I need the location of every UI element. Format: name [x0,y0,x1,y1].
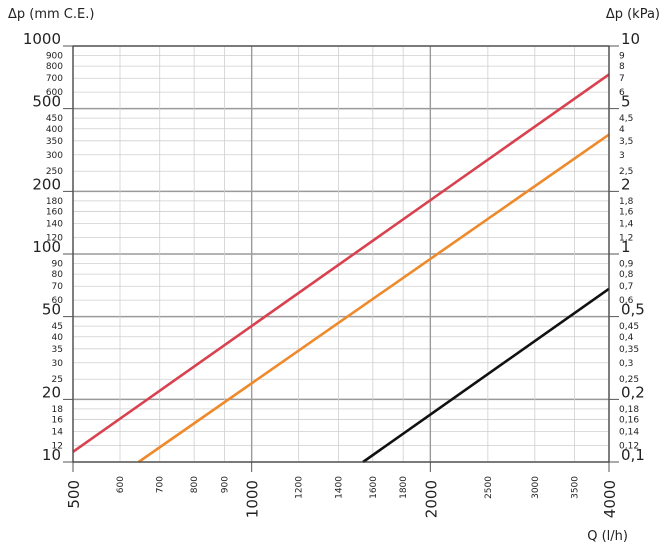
y-tick-label-left: 25 [52,375,63,385]
y-tick-label-left: 180 [46,197,63,207]
y-tick-label-left: 160 [46,208,63,218]
y-tick-label-right: 0,9 [619,260,634,270]
y-tick-label-right: 0,12 [619,442,639,452]
y-tick-label-left: 45 [52,322,63,332]
y-tick-label-right: 0,1 [621,446,645,464]
y-tick-label-left: 300 [46,151,63,161]
y-tick-label-left: 90 [52,260,64,270]
series-line-1 [72,73,610,453]
y-tick-label-left: 140 [46,220,63,230]
y-tick-label-right: 1 [621,238,631,256]
series-line-2 [137,133,610,464]
y-tick-label-right: 1,2 [619,234,633,244]
y-tick-label-left: 450 [46,114,63,124]
series-line-3 [362,287,610,464]
y-tick-label-left: 60 [52,296,64,306]
x-tick-label-major: 1000 [244,480,262,518]
right-axis-title: Δp (kPa) [606,7,660,22]
y-tick-label-right: 9 [619,52,625,62]
y-tick-label-left: 10 [42,446,61,464]
y-tick-label-left: 40 [52,333,64,343]
y-tick-label-right: 0,14 [619,428,639,438]
x-tick-label-minor: 1200 [295,476,305,499]
y-tick-label-left: 1000 [23,30,61,48]
x-axis-title: Q (l/h) [587,529,628,544]
y-tick-label-left: 16 [52,416,64,426]
x-tick-label-minor: 800 [190,476,200,493]
y-tick-label-right: 0,16 [619,416,639,426]
y-tick-label-right: 10 [621,30,640,48]
y-tick-label-left: 800 [46,62,63,72]
series-lines [72,73,610,464]
y-tick-label-left: 400 [46,125,63,135]
y-tick-label-right: 3,5 [619,137,633,147]
y-tick-label-left: 100 [32,238,61,256]
y-tick-label-left: 350 [46,137,63,147]
x-tick-label-minor: 2500 [484,476,494,499]
y-tick-label-left: 14 [52,428,64,438]
x-tick-label-minor: 3500 [571,476,581,499]
y-tick-label-left: 600 [46,88,63,98]
y-tick-label-left: 30 [52,359,64,369]
y-tick-label-right: 0,45 [619,322,639,332]
y-tick-label-left: 18 [52,405,64,415]
x-tick-label-major: 500 [65,480,83,509]
x-tick-label-minor: 1800 [399,476,409,499]
y-tick-label-left: 35 [52,345,63,355]
y-tick-label-right: 1,6 [619,208,634,218]
x-tick-label-minor: 700 [156,476,166,493]
x-tick-label-minor: 1400 [334,476,344,499]
y-tick-label-right: 6 [619,88,625,98]
y-tick-label-left: 80 [52,270,64,280]
x-tick-label-minor: 3000 [531,476,541,499]
x-tick-label-major: 2000 [422,480,440,518]
left-axis-title: Δp (mm C.E.) [8,7,94,22]
y-tick-label-left: 250 [46,167,63,177]
x-tick-label-major: 4000 [601,480,619,518]
y-tick-label-right: 7 [619,74,625,84]
y-tick-label-right: 2 [621,175,631,193]
y-tick-label-right: 0,5 [621,301,645,319]
x-tick-labels: 600 700 800 900 1200 1400 1600 1800 2500 3000 3500… [65,476,619,518]
y-tick-label-right: 0,6 [619,296,634,306]
y-tick-label-right: 4,5 [619,114,633,124]
grid [63,45,619,472]
y-tick-label-right: 0,8 [619,270,634,280]
y-tick-label-right: 0,18 [619,405,639,415]
y-tick-label-right: 2,5 [619,167,633,177]
y-tick-label-right: 4 [619,125,625,135]
x-tick-label-minor: 600 [116,476,126,493]
y-tick-label-right: 1,4 [619,220,634,230]
y-tick-label-left: 70 [52,282,64,292]
y-tick-label-left: 120 [46,234,63,244]
x-tick-label-minor: 1600 [369,476,379,499]
y-tick-label-left: 20 [42,383,61,401]
y-tick-label-left: 50 [42,301,61,319]
y-tick-label-right: 8 [619,62,625,72]
y-tick-label-right: 0,35 [619,345,639,355]
y-tick-label-right: 0,7 [619,282,633,292]
y-tick-label-left: 500 [32,93,61,111]
y-tick-label-right: 0,25 [619,375,639,385]
y-tick-label-right: 3 [619,151,625,161]
y-tick-label-left: 900 [46,52,63,62]
y-tick-label-right: 1,8 [619,197,634,207]
plot-frame [72,45,610,463]
y-tick-label-right: 0,4 [619,333,634,343]
y-tick-label-left: 200 [32,175,61,193]
y-tick-label-right: 0,3 [619,359,633,369]
x-tick-label-minor: 900 [221,476,231,493]
y-tick-label-left: 12 [52,442,63,452]
y-tick-label-left: 700 [46,74,63,84]
y-tick-label-right: 0,2 [621,383,645,401]
y-tick-label-right: 5 [621,93,631,111]
